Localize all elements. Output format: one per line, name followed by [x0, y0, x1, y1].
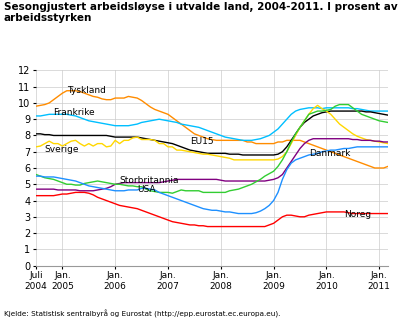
Text: Frankrike: Frankrike [54, 108, 95, 117]
Text: USA: USA [137, 186, 156, 195]
Text: EU15: EU15 [190, 138, 214, 147]
Text: Storbritannia: Storbritannia [120, 176, 179, 185]
Text: Kjelde: Statistisk sentralbyrå og Eurostat (http://epp.eurostat.ec.europa.eu).: Kjelde: Statistisk sentralbyrå og Eurost… [4, 310, 280, 318]
Text: Sverige: Sverige [45, 145, 79, 154]
Text: Tyskland: Tyskland [67, 86, 106, 95]
Text: Sesongjustert arbeidsløyse i utvalde land, 2004-2011. I prosent av
arbeidsstyrke: Sesongjustert arbeidsløyse i utvalde lan… [4, 2, 398, 23]
Text: Noreg: Noreg [344, 210, 371, 219]
Text: Danmark: Danmark [309, 149, 350, 158]
